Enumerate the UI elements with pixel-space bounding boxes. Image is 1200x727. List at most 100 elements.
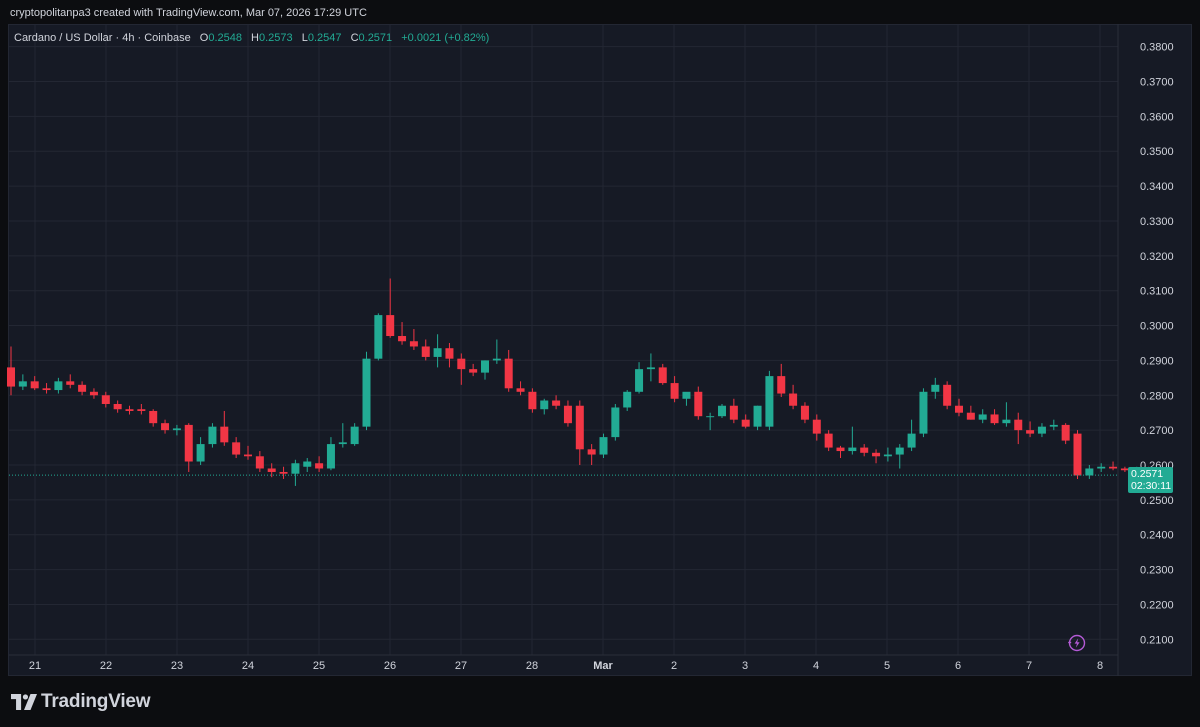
candle-body bbox=[872, 452, 881, 457]
candle-body bbox=[184, 424, 193, 462]
candle-body bbox=[398, 336, 407, 342]
y-tick-label: 0.3400 bbox=[1140, 181, 1174, 193]
x-tick-label: 28 bbox=[526, 660, 538, 672]
y-tick-label: 0.3800 bbox=[1140, 42, 1174, 54]
high-value: 0.2573 bbox=[259, 32, 293, 44]
tradingview-logo-text: TradingView bbox=[41, 691, 151, 712]
candle-body bbox=[196, 444, 205, 462]
time-axis: 21 22 23 24 25 26 27 28 Mar 2 3 4 5 6 7 8 bbox=[29, 660, 1103, 672]
candle-body bbox=[706, 416, 715, 418]
low-label: L bbox=[301, 32, 308, 44]
open-value: 0.2548 bbox=[208, 32, 242, 44]
candle-body bbox=[741, 419, 750, 427]
high-label: H bbox=[251, 32, 259, 44]
candle-body bbox=[528, 391, 537, 410]
candle-body bbox=[291, 463, 300, 474]
candle-body bbox=[350, 426, 359, 445]
candle-body bbox=[232, 442, 241, 455]
candle-body bbox=[563, 405, 572, 424]
candle-body bbox=[575, 405, 584, 450]
candle-body bbox=[1120, 468, 1129, 471]
symbol-header: Cardano / US Dollar · 4h · Coinbase O0.2… bbox=[14, 32, 489, 44]
candle-body bbox=[362, 358, 371, 427]
candle-body bbox=[1002, 419, 1011, 424]
y-tick-label: 0.2100 bbox=[1140, 634, 1174, 646]
candle-body bbox=[860, 447, 869, 453]
bolt-icon[interactable] bbox=[1066, 633, 1086, 653]
candle-body bbox=[777, 376, 786, 394]
candle-body bbox=[635, 369, 644, 392]
x-tick-label: 27 bbox=[455, 660, 467, 672]
candle-body bbox=[729, 405, 738, 420]
candles bbox=[7, 278, 1165, 490]
y-tick-label: 0.3100 bbox=[1140, 286, 1174, 298]
x-tick-label: 2 bbox=[671, 660, 677, 672]
y-tick-label: 0.3600 bbox=[1140, 111, 1174, 123]
open-label: O bbox=[199, 32, 209, 44]
x-tick-label: 24 bbox=[242, 660, 254, 672]
candle-body bbox=[943, 384, 952, 406]
price-axis: 0.3800 0.3700 0.3600 0.3500 0.3400 0.3300 0.32… bbox=[1140, 42, 1174, 647]
candle-body bbox=[125, 409, 134, 411]
candle-body bbox=[883, 454, 892, 457]
last-price-value: 0.2571 bbox=[1131, 468, 1164, 480]
candle-body bbox=[1049, 424, 1058, 427]
candle-body bbox=[611, 407, 620, 438]
candle-body bbox=[101, 395, 110, 404]
candle-body bbox=[978, 414, 987, 420]
candle-body bbox=[244, 454, 252, 457]
close-value: 0.2571 bbox=[358, 32, 393, 44]
candle-body bbox=[504, 358, 513, 389]
candle-body bbox=[1109, 466, 1118, 469]
candle-body bbox=[7, 367, 15, 387]
candle-body bbox=[433, 348, 442, 357]
candle-body bbox=[172, 428, 181, 431]
low-value: 0.2547 bbox=[307, 32, 342, 44]
candle-body bbox=[955, 405, 963, 413]
candle-body bbox=[990, 414, 999, 424]
candle-body bbox=[89, 391, 98, 396]
candle-body bbox=[315, 463, 324, 469]
symbol-label: Cardano / US Dollar · 4h · Coinbase bbox=[14, 32, 191, 44]
candle-body bbox=[824, 433, 833, 448]
candle-body bbox=[919, 391, 928, 434]
y-tick-label: 0.2800 bbox=[1140, 390, 1174, 402]
candle-body bbox=[599, 437, 608, 455]
candle-body bbox=[800, 405, 809, 420]
candle-body bbox=[1037, 426, 1046, 434]
candle-body bbox=[161, 423, 170, 431]
candle-body bbox=[753, 405, 762, 427]
y-tick-label: 0.2500 bbox=[1140, 495, 1174, 507]
candle-body bbox=[137, 409, 146, 411]
x-tick-label: 7 bbox=[1026, 660, 1032, 672]
x-tick-label: 25 bbox=[313, 660, 325, 672]
candle-body bbox=[552, 400, 561, 406]
candle-body bbox=[279, 471, 288, 474]
candle-body bbox=[338, 442, 347, 445]
candle-body bbox=[42, 388, 51, 391]
candle-body bbox=[409, 341, 418, 347]
y-tick-label: 0.2200 bbox=[1140, 599, 1174, 611]
chart-panel[interactable] bbox=[8, 24, 1192, 676]
candle-body bbox=[457, 358, 466, 370]
x-tick-label: 6 bbox=[955, 660, 961, 672]
bar-countdown: 02:30:11 bbox=[1131, 480, 1172, 492]
y-tick-label: 0.3700 bbox=[1140, 77, 1174, 89]
tradingview-logo-icon bbox=[11, 694, 37, 710]
candle-body bbox=[374, 315, 383, 359]
candle-body bbox=[78, 384, 87, 392]
candle-body bbox=[812, 419, 821, 434]
candle-body bbox=[1085, 468, 1094, 476]
candle-body bbox=[718, 405, 726, 417]
candle-body bbox=[18, 381, 27, 387]
candle-body bbox=[326, 444, 335, 469]
candle-body bbox=[646, 367, 655, 370]
candle-body bbox=[789, 393, 798, 406]
candle-body bbox=[445, 348, 454, 359]
candle-body bbox=[208, 426, 217, 445]
candle-body bbox=[66, 381, 75, 385]
tradingview-logo[interactable]: TradingView bbox=[11, 691, 151, 713]
change-value: +0.0021 (+0.82%) bbox=[401, 32, 490, 44]
candle-body bbox=[421, 346, 430, 357]
